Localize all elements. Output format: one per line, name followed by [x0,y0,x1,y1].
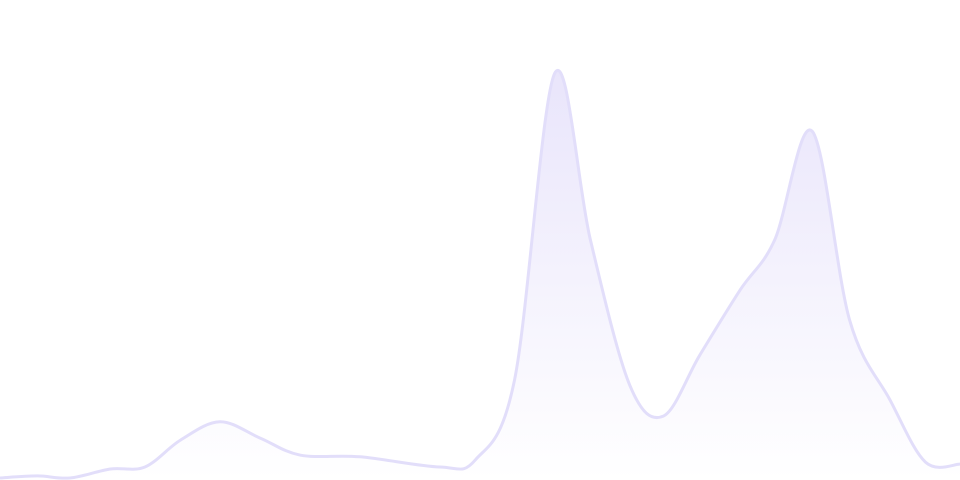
series-area-fill [0,70,960,480]
series-line [0,68,960,480]
